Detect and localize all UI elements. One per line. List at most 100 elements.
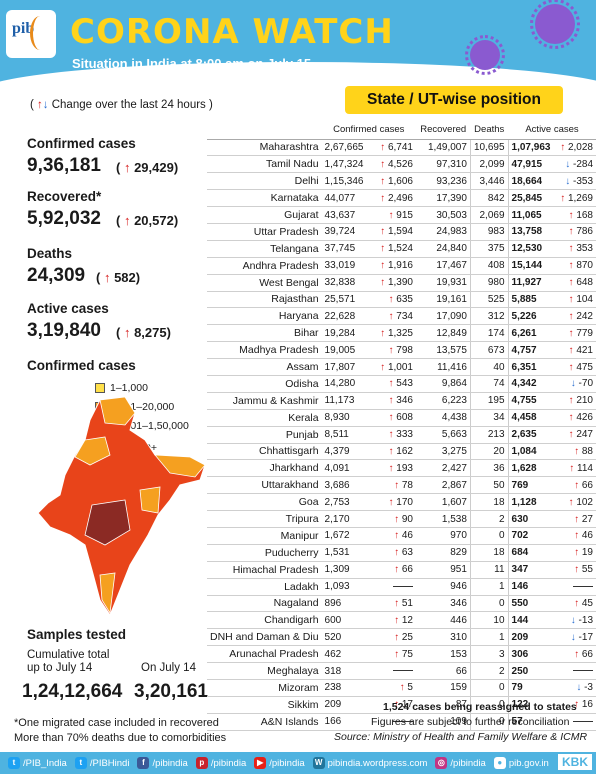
active-change: ( ↑ 8,275) xyxy=(116,325,171,340)
cumulative-value: 1,24,12,664 xyxy=(22,681,123,702)
deaths-cell: 0 xyxy=(469,527,509,545)
confirmed-cell: 4,091 ↑ 193 xyxy=(321,459,416,478)
deaths-cell: 525 xyxy=(469,291,509,309)
twitter-icon: t xyxy=(8,757,20,769)
confirmed-cell: 37,745 ↑ 1,524 xyxy=(321,240,416,258)
confirmed-cell: 33,019 ↑ 1,916 xyxy=(321,257,416,275)
confirmed-cell: 8,930 ↑ 608 xyxy=(321,409,416,427)
confirmed-cell: 8,511 ↑ 333 xyxy=(321,426,416,444)
recovered-cell: 17,090 xyxy=(415,307,471,326)
kbk-tag: KBK xyxy=(558,754,592,770)
table-row: Himachal Pradesh 1,309 ↑ 66 951 11 347 ↑ 55 xyxy=(207,561,596,579)
confirmed-cell: 3,686 ↑ 78 xyxy=(321,476,416,495)
footer-website[interactable]: ● pib.gov.in xyxy=(493,757,549,769)
confirmed-cell: 4,379 ↑ 162 xyxy=(321,443,416,461)
table-row: Mizoram 238 ↑ 5 159 0 79 ↓ -3 xyxy=(207,679,596,697)
recovered-cell: 2,867 xyxy=(415,476,471,495)
confirmed-cell: 1,093 xyxy=(321,578,416,596)
facebook-icon: f xyxy=(137,757,150,769)
header-wave xyxy=(0,62,596,82)
table-row: Meghalaya 318 66 2 250 xyxy=(207,662,596,680)
active-cell: 550 ↑ 45 xyxy=(508,595,596,613)
table-row: Puducherry 1,531 ↑ 63 829 18 684 ↑ 19 xyxy=(207,544,596,562)
deaths-cell: 36 xyxy=(469,459,509,478)
active-cell: 79 ↓ -3 xyxy=(508,679,596,697)
active-cell: 5,226 ↑ 242 xyxy=(508,307,596,326)
recovered-cell: 11,416 xyxy=(415,358,471,376)
table-header-row: Confirmed cases Recovered Deaths Active … xyxy=(207,120,596,140)
page-subtitle: Situation in India at 8:00 am on July 15 xyxy=(72,56,312,71)
recovered-cell: 66 xyxy=(415,662,471,680)
confirmed-label: Confirmed cases xyxy=(27,136,136,151)
confirmed-cell: 44,077 ↑ 2,496 xyxy=(321,189,416,208)
confirmed-cell: 318 xyxy=(321,662,416,680)
deaths-cell: 0 xyxy=(469,713,509,731)
confirmed-cell: 2,753 ↑ 170 xyxy=(321,493,416,512)
confirmed-cell: 1,47,324 ↑ 4,526 xyxy=(321,155,416,174)
footer-twitter[interactable]: t/PIB_India xyxy=(8,757,67,769)
table-row: Assam 17,807 ↑ 1,001 11,416 40 6,351 ↑ 475 xyxy=(207,358,596,376)
footer-pinterest[interactable]: p/pibindia xyxy=(195,757,246,769)
state-name: Manipur xyxy=(207,527,322,545)
confirmed-change: ( ↑ 29,429) xyxy=(116,160,179,175)
deaths-cell: 312 xyxy=(469,307,509,326)
state-shape xyxy=(154,454,206,478)
table-row: Goa 2,753 ↑ 170 1,607 18 1,128 ↑ 102 xyxy=(207,493,596,512)
confirmed-cell: 22,628 ↑ 734 xyxy=(321,307,416,326)
deaths-cell: 20 xyxy=(469,443,509,461)
state-name: Bihar xyxy=(207,324,322,343)
deaths-cell: 842 xyxy=(469,189,509,208)
deaths-cell: 213 xyxy=(469,426,509,444)
state-shape xyxy=(139,486,161,514)
virus-icon xyxy=(530,0,580,49)
table-row: Odisha 14,280 ↑ 543 9,864 74 4,342 ↓ -70 xyxy=(207,375,596,393)
footer-instagram[interactable]: ◎/pibindia xyxy=(435,757,486,769)
change-legend-text: Change over the last 24 hours xyxy=(51,99,206,111)
deaths-cell: 18 xyxy=(469,544,509,562)
deaths-cell: 50 xyxy=(469,476,509,495)
state-name: Gujarat xyxy=(207,206,322,224)
table-row: Haryana 22,628 ↑ 734 17,090 312 5,226 ↑ 242 xyxy=(207,307,596,326)
active-cell: 769 ↑ 66 xyxy=(508,476,596,495)
active-cell: 1,07,963 ↑ 2,028 xyxy=(508,139,596,157)
table-row: West Bengal 32,838 ↑ 1,390 19,931 980 11,927 ↑… xyxy=(207,274,596,292)
confirmed-cell: 520 ↑ 25 xyxy=(321,628,416,647)
table-row: Gujarat 43,637 ↑ 915 30,503 2,069 11,065 ↑ 168 xyxy=(207,206,596,224)
active-cell: 13,758 ↑ 786 xyxy=(508,223,596,241)
confirmed-value: 9,36,181 xyxy=(27,155,101,176)
confirmed-cell: 19,005 ↑ 798 xyxy=(321,341,416,360)
active-cell: 6,261 ↑ 779 xyxy=(508,324,596,343)
recovered-cell: 30,503 xyxy=(415,206,471,224)
state-name: Tamil Nadu xyxy=(207,155,322,174)
table-row: Punjab 8,511 ↑ 333 5,663 213 2,635 ↑ 247 xyxy=(207,426,596,444)
footer-twitter-hindi[interactable]: t/PIBHindi xyxy=(74,757,129,769)
confirmed-cell: 1,309 ↑ 66 xyxy=(321,561,416,579)
footer-youtube[interactable]: ▶/pibindia xyxy=(254,757,305,769)
samples-title: Samples tested xyxy=(27,627,127,642)
table-row: Andhra Pradesh 33,019 ↑ 1,916 17,467 408 15,1… xyxy=(207,257,596,275)
footer-facebook[interactable]: f/pibindia xyxy=(137,757,188,769)
table-row: Bihar 19,284 ↑ 1,325 12,849 174 6,261 ↑ 779 xyxy=(207,324,596,343)
active-cell: 630 ↑ 27 xyxy=(508,510,596,528)
col-active: Active cases xyxy=(508,120,596,140)
state-name: Karnataka xyxy=(207,189,322,208)
active-cell: 4,342 ↓ -70 xyxy=(508,375,596,393)
recovered-cell: 159 xyxy=(415,679,471,697)
confirmed-cell: 2,170 ↑ 90 xyxy=(321,510,416,528)
table-row: Nagaland 896 ↑ 51 346 0 550 ↑ 45 xyxy=(207,595,596,613)
table-row: Madhya Pradesh 19,005 ↑ 798 13,575 673 4,757 ↑… xyxy=(207,341,596,360)
state-shape xyxy=(84,499,131,546)
active-cell: 11,065 ↑ 168 xyxy=(508,206,596,224)
map-title: Confirmed cases xyxy=(27,358,136,373)
deaths-cell: 11 xyxy=(469,561,509,579)
state-table: Confirmed cases Recovered Deaths Active … xyxy=(207,120,596,731)
table-row: DNH and Daman & Diu 520 ↑ 25 310 1 209 ↓ -17 xyxy=(207,628,596,647)
change-legend: ( ↑↓ Change over the last 24 hours ) xyxy=(30,99,213,111)
table-row: Chhattisgarh 4,379 ↑ 162 3,275 20 1,084 ↑ 88 xyxy=(207,443,596,461)
active-cell: 144 ↓ -13 xyxy=(508,611,596,630)
recovered-cell: 24,983 xyxy=(415,223,471,241)
cumulative-label-2: up to July 14 xyxy=(27,662,93,674)
active-cell: 15,144 ↑ 870 xyxy=(508,257,596,275)
state-name: Assam xyxy=(207,358,322,376)
